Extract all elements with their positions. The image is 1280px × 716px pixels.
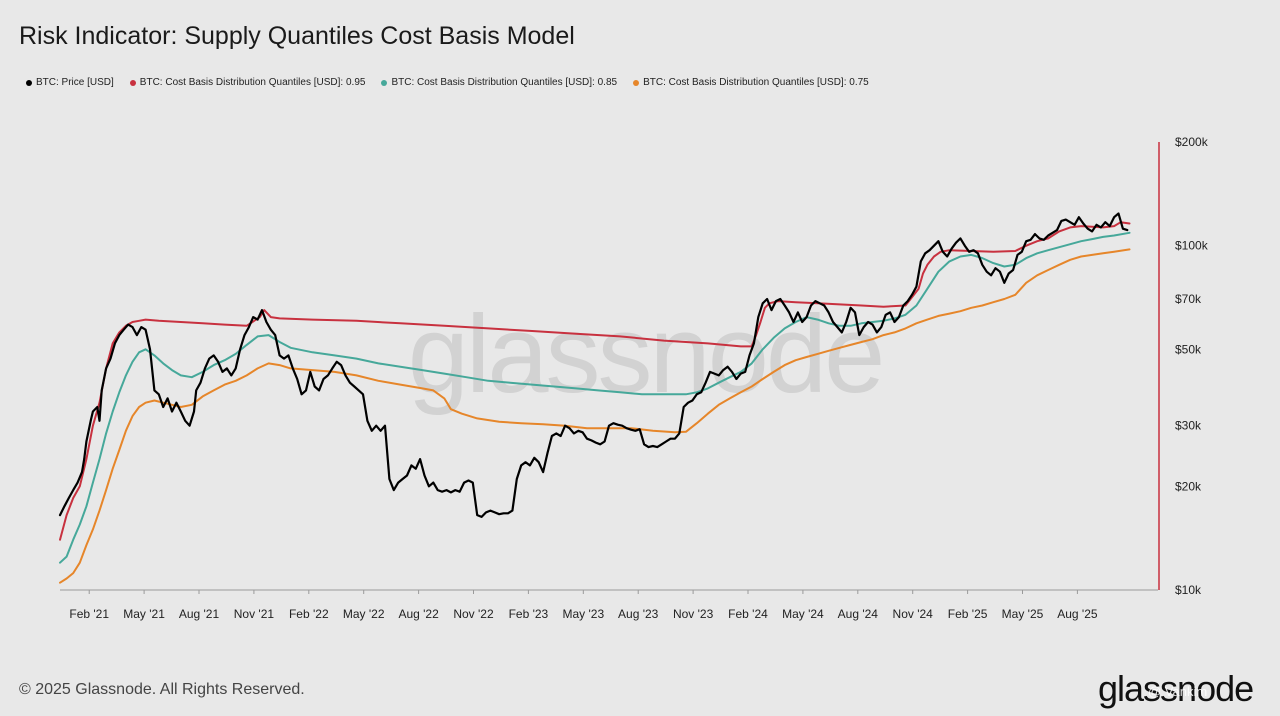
x-tick-label: Feb '24 <box>728 607 768 621</box>
legend-item-q95[interactable]: BTC: Cost Basis Distribution Quantiles [… <box>129 77 366 88</box>
x-tick-label: May '25 <box>1002 607 1044 621</box>
legend-dot-q75 <box>633 79 640 86</box>
x-tick-label: Aug '24 <box>838 607 879 621</box>
x-tick-label: Nov '23 <box>673 607 714 621</box>
x-tick-label: Feb '25 <box>948 607 988 621</box>
x-tick-label: May '24 <box>782 607 824 621</box>
credit-text: @ Vankim <box>1148 684 1208 699</box>
x-tick-label: Feb '23 <box>509 607 549 621</box>
series-line-q85 <box>59 231 1131 564</box>
x-tick-label: May '22 <box>343 607 385 621</box>
x-tick-label: Feb '21 <box>69 607 109 621</box>
series-line-q95 <box>59 221 1131 541</box>
legend-item-q75[interactable]: BTC: Cost Basis Distribution Quantiles [… <box>633 77 869 88</box>
legend-label-q75: BTC: Cost Basis Distribution Quantiles [… <box>643 77 869 88</box>
legend-dot-price <box>26 79 32 86</box>
x-tick-label: Aug '21 <box>179 607 220 621</box>
legend-item-price[interactable]: BTC: Price [USD] <box>26 77 114 88</box>
x-tick-label: Aug '23 <box>618 607 659 621</box>
chart-title: Risk Indicator: Supply Quantiles Cost Ba… <box>19 22 575 50</box>
x-tick-label: Feb '22 <box>289 607 329 621</box>
legend-label-q95: BTC: Cost Basis Distribution Quantiles [… <box>139 77 366 88</box>
y-axis: $200k $100k $70k $50k $30k $20k $10k <box>1158 135 1209 597</box>
legend-label-q85: BTC: Cost Basis Distribution Quantiles [… <box>391 77 618 88</box>
x-tick-label: Nov '22 <box>453 607 494 621</box>
x-tick-label: Nov '24 <box>893 607 934 621</box>
series-line-price <box>58 212 1129 518</box>
x-tick-label: Aug '25 <box>1057 607 1098 621</box>
x-tick-label: Aug '22 <box>398 607 439 621</box>
y-tick-label: $10k <box>1175 583 1202 597</box>
x-tick-label: May '23 <box>562 607 604 621</box>
y-tick-label: $70k <box>1175 292 1202 306</box>
legend-label-price: BTC: Price [USD] <box>36 77 114 88</box>
legend: BTC: Price [USD] BTC: Cost Basis Distrib… <box>26 77 869 88</box>
y-tick-label: $100k <box>1175 239 1209 253</box>
y-tick-label: $200k <box>1175 135 1209 149</box>
watermark-text: glassnode <box>408 293 883 416</box>
legend-item-q85[interactable]: BTC: Cost Basis Distribution Quantiles [… <box>381 77 617 88</box>
y-tick-label: $50k <box>1175 342 1202 356</box>
y-tick-label: $20k <box>1175 479 1202 493</box>
series-layer <box>58 212 1131 584</box>
x-tick-label: May '21 <box>123 607 165 621</box>
y-tick-label: $30k <box>1175 419 1202 433</box>
x-tick-label: Nov '21 <box>234 607 275 621</box>
copyright-text: © 2025 Glassnode. All Rights Reserved. <box>19 681 305 698</box>
x-axis: Feb '21 May '21 Aug '21 Nov '21 Feb '22 May '… <box>60 589 1158 621</box>
legend-dot-q85 <box>381 79 388 86</box>
glassnode-logo: glassnode <box>1098 668 1254 709</box>
legend-dot-q95 <box>129 79 136 86</box>
